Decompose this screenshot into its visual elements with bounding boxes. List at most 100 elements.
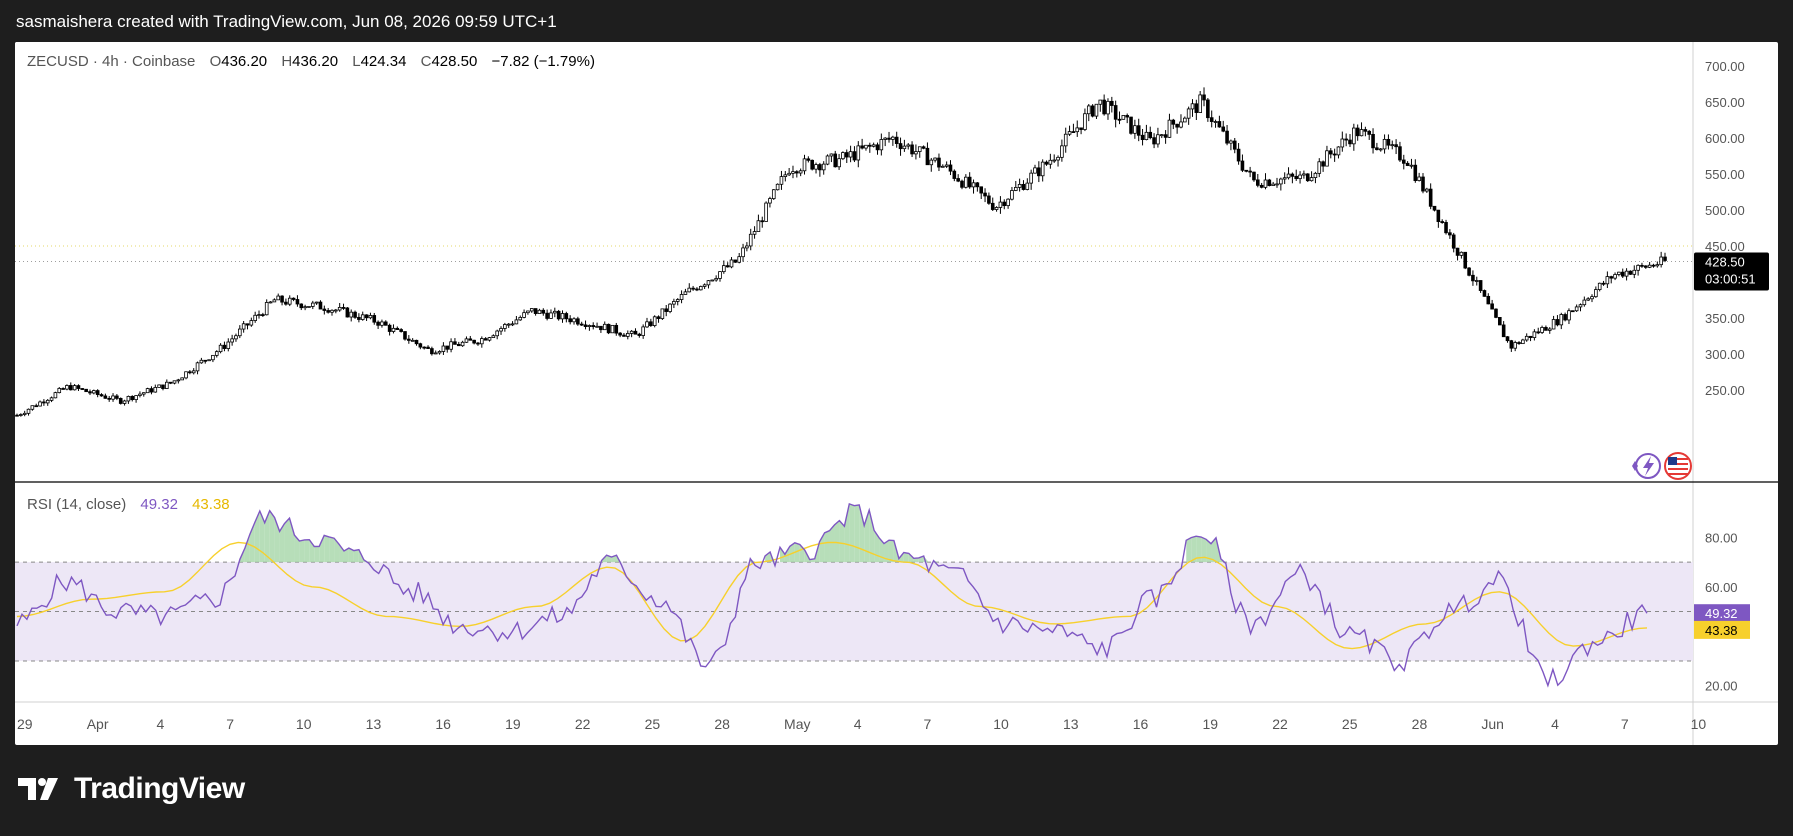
candle-body bbox=[629, 330, 634, 334]
chart-frame[interactable]: 700.00 650.00 600.00 550.00 500.00 450.00 350.… bbox=[15, 42, 1778, 745]
candle-body bbox=[1290, 173, 1295, 177]
candle-body bbox=[760, 220, 765, 223]
candle-body bbox=[1313, 172, 1318, 178]
candle-body bbox=[503, 324, 507, 329]
candle-body bbox=[798, 170, 803, 174]
rsi-axis[interactable]: 80.00 60.00 20.00 bbox=[1705, 530, 1738, 693]
candle-body bbox=[998, 201, 1003, 208]
tradingview-logo[interactable]: TradingView bbox=[18, 772, 245, 806]
candle-body bbox=[1075, 127, 1080, 133]
candle-body bbox=[230, 338, 234, 343]
candle-body bbox=[1421, 176, 1425, 192]
candle-body bbox=[1355, 127, 1360, 137]
candle-body bbox=[1559, 314, 1564, 326]
candle-body bbox=[756, 220, 761, 232]
candle-body bbox=[491, 335, 496, 338]
rsi-ma-line bbox=[16, 541, 1648, 650]
candle-body bbox=[848, 151, 853, 158]
candle-body bbox=[844, 152, 849, 158]
candle-body bbox=[1090, 105, 1095, 117]
time-axis[interactable]: 29 Apr 4 7 10 13 16 19 22 25 28 May 4 7 10 13 16 19 22 25 28… bbox=[17, 716, 1706, 732]
candle-body bbox=[1605, 276, 1610, 285]
rsi-band bbox=[15, 562, 1693, 661]
candle-body bbox=[372, 315, 377, 323]
candle-body bbox=[1328, 150, 1333, 155]
candle-body bbox=[1509, 340, 1514, 349]
candle-body bbox=[852, 151, 857, 161]
candle-body bbox=[633, 330, 638, 335]
chart-svg[interactable]: 700.00 650.00 600.00 550.00 500.00 450.00 350.… bbox=[15, 42, 1778, 745]
candle-body bbox=[952, 170, 957, 179]
us-flag-icon[interactable] bbox=[1664, 452, 1692, 480]
candle-body bbox=[1352, 127, 1356, 145]
candle-body bbox=[307, 306, 311, 308]
candle-body bbox=[464, 338, 469, 343]
time-tick-label: 7 bbox=[924, 716, 932, 732]
candle-body bbox=[95, 390, 100, 395]
candle-body bbox=[787, 172, 791, 176]
rsi-ma-legend-value: 43.38 bbox=[192, 496, 230, 513]
candle-body bbox=[971, 182, 976, 188]
candle-body bbox=[553, 310, 557, 314]
candle-body bbox=[337, 307, 342, 311]
candle-body bbox=[445, 345, 450, 350]
candle-body bbox=[987, 195, 991, 204]
lightning-icon[interactable] bbox=[1632, 453, 1661, 479]
candle-body bbox=[76, 385, 81, 389]
open-label: O bbox=[210, 53, 222, 70]
candle-body bbox=[364, 314, 369, 319]
price-tick-label: 300.00 bbox=[1705, 347, 1745, 362]
candle-body bbox=[126, 395, 131, 402]
candle-body bbox=[1271, 183, 1275, 186]
candle-body bbox=[1259, 184, 1264, 188]
candle-body bbox=[1636, 264, 1640, 271]
candle-body bbox=[875, 144, 880, 151]
candle-body bbox=[821, 163, 826, 171]
candle-body bbox=[1263, 179, 1268, 188]
candle-body bbox=[948, 164, 953, 172]
candle-body bbox=[57, 388, 62, 394]
candle-body bbox=[353, 311, 357, 318]
candle-body bbox=[1378, 148, 1383, 151]
candle-body bbox=[368, 315, 373, 319]
candle-body bbox=[207, 359, 211, 362]
candle-body bbox=[1467, 267, 1471, 276]
candle-body bbox=[1056, 156, 1060, 161]
candle-body bbox=[1302, 173, 1306, 176]
candle-body bbox=[914, 151, 918, 155]
candle-body bbox=[49, 397, 54, 401]
rsi-overbought-segment bbox=[765, 551, 771, 563]
time-tick-label: 28 bbox=[1412, 716, 1428, 732]
price-axis[interactable]: 700.00 650.00 600.00 550.00 500.00 450.00 350.… bbox=[1705, 59, 1745, 398]
candle-body bbox=[1244, 169, 1249, 172]
price-pane[interactable] bbox=[15, 42, 1693, 482]
candle-body bbox=[1240, 160, 1245, 171]
candle-body bbox=[602, 323, 607, 331]
candle-body bbox=[1206, 99, 1210, 119]
rsi-overbought-segment bbox=[294, 535, 300, 563]
candle-body bbox=[691, 287, 695, 290]
candle-body bbox=[130, 395, 135, 400]
rsi-overbought-segment bbox=[913, 557, 919, 563]
rsi-overbought-segment bbox=[324, 535, 330, 563]
candle-body bbox=[280, 295, 284, 303]
candle-body bbox=[1567, 310, 1571, 321]
price-tick-label: 450.00 bbox=[1705, 239, 1745, 254]
candle-body bbox=[1613, 274, 1617, 279]
candle-body bbox=[276, 295, 281, 301]
low-value: 424.34 bbox=[361, 53, 407, 70]
candle-body bbox=[1609, 276, 1614, 279]
candle-body bbox=[1033, 167, 1037, 174]
candle-body bbox=[737, 256, 742, 263]
candle-body bbox=[637, 333, 642, 336]
candle-body bbox=[764, 202, 768, 222]
time-tick-label: 10 bbox=[296, 716, 312, 732]
candle-body bbox=[526, 310, 530, 314]
candle-body bbox=[395, 327, 400, 330]
candle-body bbox=[1125, 115, 1129, 118]
candle-body bbox=[157, 384, 161, 388]
candle-body bbox=[1490, 303, 1494, 310]
candle-body bbox=[1063, 133, 1068, 147]
rsi-overbought-segment bbox=[343, 548, 349, 563]
candle-body bbox=[1136, 125, 1141, 136]
